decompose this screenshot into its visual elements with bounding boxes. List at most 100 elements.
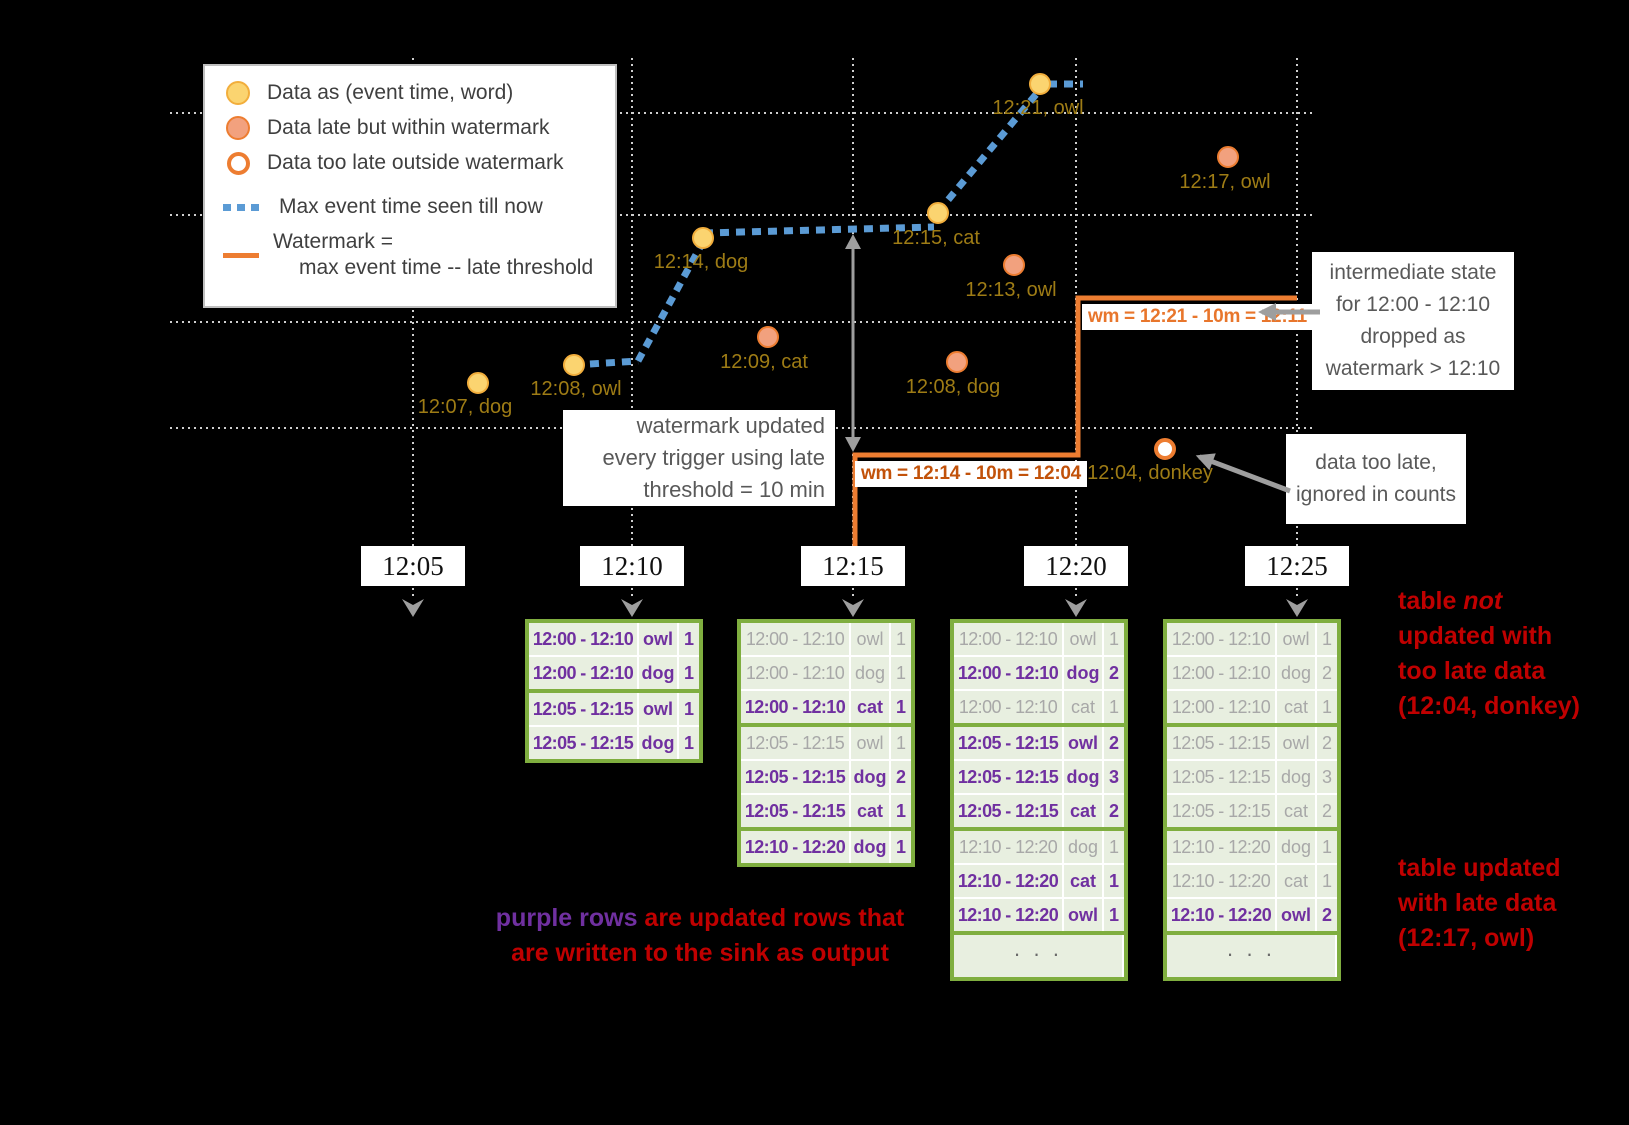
count-cell: 2 [891, 761, 911, 793]
table-row: 12:05 - 12:15 dog 3 [954, 761, 1124, 793]
watermark-updated-note: watermark updated every trigger using lat… [563, 410, 835, 506]
window-cell: 12:00 - 12:10 [1167, 691, 1275, 723]
word-cell: owl [1064, 899, 1102, 931]
data-point-label: 12:08, owl [530, 378, 622, 400]
word-cell: dog [851, 831, 889, 863]
legend-item-watermark: Watermark = max event time -- late thres… [223, 229, 615, 281]
count-cell: 1 [1317, 865, 1337, 897]
table-row: 12:10 - 12:20 dog 1 [1167, 831, 1337, 863]
word-cell: owl [639, 623, 677, 655]
data-point-label: 12:07, dog [417, 396, 513, 418]
word-cell: dog [639, 657, 677, 689]
count-cell: 1 [679, 727, 699, 759]
window-cell: 12:00 - 12:10 [741, 691, 849, 723]
word-cell: cat [1064, 865, 1102, 897]
word-cell: owl [1064, 727, 1102, 759]
word-cell: dog [851, 761, 889, 793]
word-cell: owl [1277, 727, 1315, 759]
legend-item-late: Data late but within watermark [223, 115, 615, 141]
count-cell: 1 [1317, 623, 1337, 655]
table-row: 12:10 - 12:20 dog 1 [954, 831, 1124, 863]
tick-label: 12:25 [1245, 546, 1349, 586]
table-row: 12:00 - 12:10 owl 1 [741, 623, 911, 655]
data-point-label: 12:09, cat [720, 351, 808, 373]
table-row: 12:10 - 12:20 cat 1 [954, 865, 1124, 897]
window-group: 12:10 - 12:20 dog 1 [741, 831, 911, 863]
tick-label: 12:15 [801, 546, 905, 586]
window-cell: 12:00 - 12:10 [954, 691, 1062, 723]
window-cell: 12:10 - 12:20 [1167, 865, 1275, 897]
window-cell: 12:05 - 12:15 [954, 761, 1062, 793]
table-row: 12:05 - 12:15 owl 1 [529, 693, 699, 725]
more-rows-ellipsis: · · · [1167, 935, 1335, 977]
legend-item-ontime: Data as (event time, word) [223, 80, 615, 106]
table-row: 12:05 - 12:15 owl 2 [954, 727, 1124, 759]
word-cell: cat [851, 795, 889, 827]
data-point [692, 227, 714, 249]
word-cell: cat [1277, 691, 1315, 723]
count-cell: 1 [891, 727, 911, 759]
table-row: 12:00 - 12:10 dog 2 [954, 657, 1124, 689]
window-group: 12:10 - 12:20 dog 1 12:10 - 12:20 cat 1 12:10 … [954, 831, 1124, 931]
word-cell: dog [1064, 657, 1102, 689]
late-point-icon [223, 116, 253, 140]
legend-label: Max event time seen till now [279, 195, 543, 218]
tick-arrow-down-icon [1065, 599, 1087, 617]
table-row: 12:00 - 12:10 dog 1 [741, 657, 911, 689]
window-cell: 12:00 - 12:10 [529, 623, 637, 655]
legend-item-max-event-time: Max event time seen till now [223, 194, 615, 220]
data-point [1217, 146, 1239, 168]
callout-line: every trigger using late [602, 445, 825, 470]
watermark-value-label: wm = 12:14 - 10m = 12:04 [855, 461, 1087, 487]
window-cell: 12:05 - 12:15 [741, 795, 849, 827]
word-cell: cat [1064, 795, 1102, 827]
table-row: 12:05 - 12:15 owl 2 [1167, 727, 1337, 759]
count-cell: 1 [1104, 865, 1124, 897]
max-event-time-line [935, 83, 1046, 215]
ontime-point-icon [223, 81, 253, 105]
count-cell: 2 [1104, 657, 1124, 689]
table-not-updated-caption: table not updated with too late data (12… [1398, 587, 1581, 720]
data-point-label: 12:13, owl [965, 279, 1057, 301]
table-row: 12:05 - 12:15 dog 3 [1167, 761, 1337, 793]
count-cell: 2 [1317, 899, 1337, 931]
window-cell: 12:00 - 12:10 [954, 623, 1062, 655]
callout-line: threshold = 10 min [643, 477, 825, 502]
data-point [467, 372, 489, 394]
data-point-label: 12:14, dog [653, 251, 749, 273]
word-cell: cat [851, 691, 889, 723]
callout-line: ignored in counts [1296, 483, 1456, 506]
data-point [1029, 73, 1051, 95]
window-cell: 12:10 - 12:20 [954, 831, 1062, 863]
data-point-label: 12:04, donkey [1087, 462, 1213, 484]
window-group: 12:00 - 12:10 owl 1 12:00 - 12:10 dog 1 [529, 623, 699, 689]
callout-line: for 12:00 - 12:10 [1335, 293, 1491, 316]
result-table-1225: 12:00 - 12:10 owl 1 12:00 - 12:10 dog 2 12:00 … [1163, 619, 1341, 981]
arrow-down-icon [845, 437, 861, 452]
count-cell: 1 [891, 831, 911, 863]
window-cell: 12:00 - 12:10 [1167, 657, 1275, 689]
data-point [1003, 254, 1025, 276]
count-cell: 1 [1104, 691, 1124, 723]
window-cell: 12:00 - 12:10 [741, 657, 849, 689]
arrow-up-icon [845, 234, 861, 249]
table-row: 12:00 - 12:10 dog 1 [529, 657, 699, 689]
max-event-time-line [573, 357, 639, 369]
window-cell: 12:00 - 12:10 [954, 657, 1062, 689]
count-cell: 1 [891, 691, 911, 723]
word-cell: dog [639, 727, 677, 759]
window-cell: 12:05 - 12:15 [529, 693, 637, 725]
result-table-1220: 12:00 - 12:10 owl 1 12:00 - 12:10 dog 2 12:00 … [950, 619, 1128, 981]
watermark-line-icon [223, 253, 259, 258]
arrow-head-icon [1195, 453, 1216, 471]
table-row: 12:00 - 12:10 owl 1 [1167, 623, 1337, 655]
window-cell: 12:10 - 12:20 [1167, 831, 1275, 863]
window-cell: 12:05 - 12:15 [954, 795, 1062, 827]
legend-item-toolate: Data too late outside watermark [223, 150, 615, 176]
count-cell: 3 [1317, 761, 1337, 793]
tick-arrow-down-icon [1286, 599, 1308, 617]
table-row: 12:00 - 12:10 cat 1 [1167, 691, 1337, 723]
more-rows-ellipsis: · · · [954, 935, 1122, 977]
table-row: 12:10 - 12:20 owl 1 [954, 899, 1124, 931]
window-group: 12:05 - 12:15 owl 1 12:05 - 12:15 dog 2 12:05 … [741, 727, 911, 827]
